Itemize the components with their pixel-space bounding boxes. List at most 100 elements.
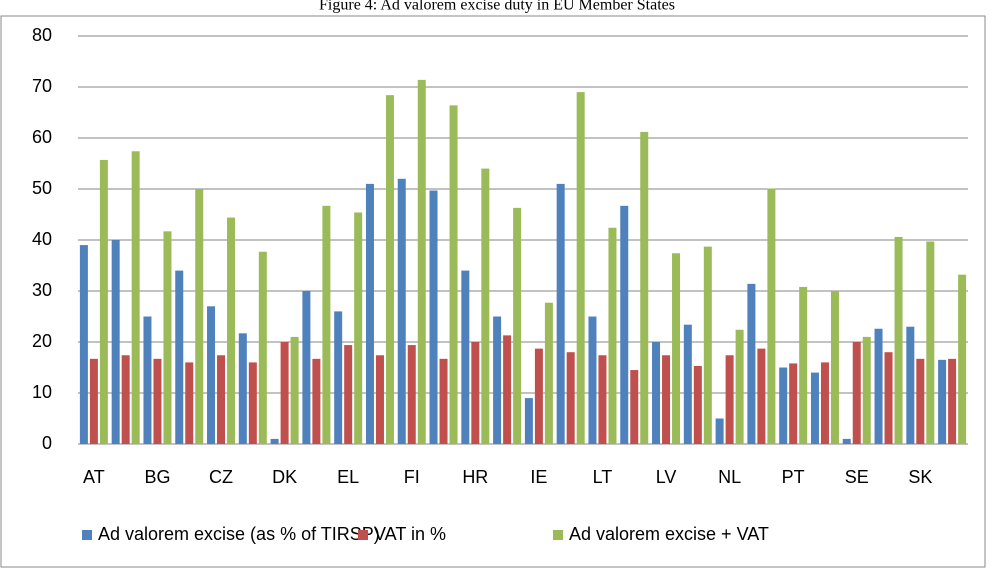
bar (471, 342, 480, 444)
x-tick-label: HR (462, 467, 488, 487)
x-tick-label: DK (272, 467, 297, 487)
bar (544, 302, 553, 444)
bar (874, 328, 883, 444)
bar (429, 190, 438, 444)
bar (630, 370, 639, 444)
bar (79, 245, 88, 444)
bar (862, 336, 871, 444)
bar (417, 79, 426, 445)
bar (830, 291, 839, 444)
bar (227, 217, 236, 444)
y-tick-label: 10 (32, 382, 52, 402)
bar (767, 188, 776, 444)
bar (354, 212, 363, 444)
bar (534, 348, 543, 444)
chart-title: Figure 4: Ad valorem excise duty in EU M… (319, 0, 675, 14)
bar (481, 168, 490, 444)
legend-label: Ad valorem excise + VAT (569, 524, 769, 544)
bar (322, 205, 331, 444)
bar (89, 358, 98, 444)
bar (524, 398, 533, 444)
bar (258, 251, 267, 444)
y-tick-label: 40 (32, 229, 52, 249)
bar (938, 359, 947, 444)
legend-swatch (82, 530, 92, 540)
bar (302, 291, 311, 444)
bar (810, 372, 819, 444)
bar (385, 95, 394, 444)
bar (894, 236, 903, 444)
legend-swatch (358, 530, 368, 540)
bar (715, 418, 724, 444)
bar (672, 253, 681, 444)
y-tick-label: 70 (32, 76, 52, 96)
bar (143, 316, 152, 444)
bar (588, 316, 597, 444)
x-tick-label: IE (530, 467, 547, 487)
legend-swatch (553, 530, 563, 540)
bar (608, 227, 617, 444)
bar (906, 326, 915, 444)
x-tick-label: SK (908, 467, 932, 487)
bar (365, 183, 374, 444)
y-tick-label: 0 (42, 433, 52, 453)
bar (238, 333, 247, 444)
bar (397, 178, 406, 445)
bar (556, 183, 565, 444)
bar (725, 355, 734, 444)
bar (334, 311, 343, 444)
bar (779, 367, 788, 444)
bar (207, 306, 216, 444)
bar (566, 352, 575, 444)
x-tick-label: FI (404, 467, 420, 487)
bar (175, 270, 184, 444)
y-tick-label: 60 (32, 127, 52, 147)
x-tick-label: EL (337, 467, 359, 487)
bar (195, 189, 204, 444)
bar (439, 358, 448, 444)
x-tick-label: LT (593, 467, 613, 487)
bar (652, 342, 661, 444)
bar (493, 316, 502, 444)
bar (503, 335, 512, 444)
bar (99, 159, 108, 444)
y-tick-label: 80 (32, 25, 52, 45)
x-tick-label: CZ (209, 467, 233, 487)
bar (598, 355, 607, 444)
bar (799, 286, 808, 444)
bar (735, 329, 744, 444)
x-tick-label: NL (718, 467, 741, 487)
bar (820, 362, 829, 444)
bar (757, 348, 766, 444)
bar (926, 241, 935, 444)
y-tick-label: 20 (32, 331, 52, 351)
bar (842, 438, 851, 444)
x-tick-label: BG (144, 467, 170, 487)
legend-label: VAT in % (374, 524, 446, 544)
bar (217, 355, 226, 444)
x-tick-label: AT (83, 467, 105, 487)
bar (280, 342, 289, 444)
y-tick-label: 50 (32, 178, 52, 198)
bar (407, 345, 416, 444)
bar (789, 363, 798, 444)
bar (948, 358, 957, 444)
bar (461, 270, 470, 444)
bar (153, 358, 162, 444)
bar (449, 105, 458, 445)
x-tick-label: PT (782, 467, 805, 487)
bar (852, 342, 861, 444)
bar (131, 151, 140, 444)
bar (693, 365, 702, 444)
bar (513, 207, 522, 444)
bar (121, 355, 130, 444)
bar (312, 358, 321, 444)
y-tick-label: 30 (32, 280, 52, 300)
bar (958, 274, 967, 444)
bar (703, 246, 712, 444)
bar (375, 355, 384, 444)
bar (916, 358, 925, 444)
x-tick-label: SE (845, 467, 869, 487)
bar (683, 324, 692, 444)
